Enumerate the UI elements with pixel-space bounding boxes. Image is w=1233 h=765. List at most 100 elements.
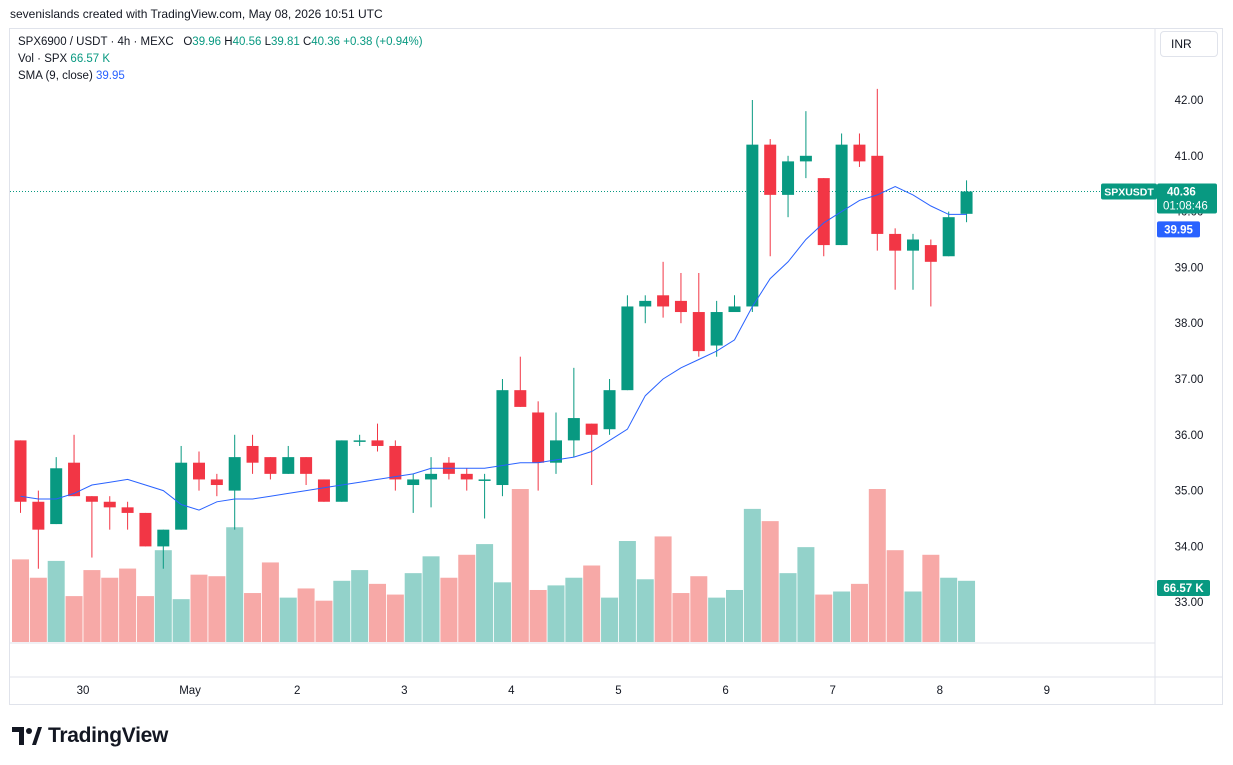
- candle-body: [728, 306, 741, 313]
- volume-bar: [690, 576, 708, 642]
- candle-body: [514, 390, 527, 407]
- candle-body: [692, 312, 705, 352]
- volume-bar: [922, 554, 940, 642]
- y-axis-tick-label: 34.00: [1175, 541, 1204, 553]
- volume-bar: [476, 544, 494, 642]
- volume-bar: [601, 597, 619, 642]
- volume-bar: [190, 574, 208, 642]
- volume-bar: [83, 570, 101, 642]
- candle-body: [175, 462, 188, 530]
- candle-body: [853, 144, 866, 162]
- candle-body: [621, 306, 634, 391]
- chart-legend: SPX6900 / USDT · 4h · MEXC O39.96 H40.56…: [18, 34, 423, 85]
- candle-body: [567, 418, 580, 441]
- symbol-tag: [1101, 183, 1157, 200]
- volume-bar: [940, 577, 958, 642]
- volume-bar: [65, 596, 83, 642]
- legend-close-value: 40.36: [311, 36, 341, 48]
- candle-body: [32, 501, 45, 530]
- y-axis-tick-label: 36.00: [1175, 430, 1204, 442]
- volume-bar: [244, 593, 262, 642]
- candle-body: [799, 155, 812, 162]
- legend-open-value: 39.96: [192, 36, 222, 48]
- candle-body: [353, 440, 366, 442]
- volume-bar: [297, 588, 315, 642]
- legend-sma-value: 39.95: [95, 70, 125, 82]
- symbol-tag-text: SPXUSDT: [1104, 187, 1154, 199]
- volume-bar: [333, 580, 351, 642]
- tradingview-mark-icon: [12, 727, 42, 745]
- candle-body: [710, 312, 723, 346]
- candle-body: [103, 501, 116, 508]
- volume-bar: [101, 577, 119, 642]
- candle-body: [942, 217, 955, 257]
- candle-body: [282, 457, 295, 474]
- price-badge-countdown: 01:08:46: [1163, 201, 1208, 213]
- x-axis-tick-label: 6: [722, 685, 728, 697]
- volume-bar: [850, 583, 868, 642]
- candle-body: [657, 295, 670, 307]
- candle-body: [300, 457, 313, 474]
- candle-body: [478, 479, 491, 481]
- legend-sma-label[interactable]: SMA (9, close): [18, 70, 93, 82]
- y-axis-tick-label: 37.00: [1175, 374, 1204, 386]
- volume-bar: [761, 521, 779, 642]
- candle-body: [496, 390, 509, 486]
- legend-change: +0.38 (+0.94%): [343, 36, 423, 48]
- volume-bar: [119, 568, 137, 642]
- chart-credit: sevenislands created with TradingView.co…: [10, 7, 383, 21]
- x-axis-tick-label: 3: [401, 685, 407, 697]
- legend-low-label: L: [264, 36, 271, 48]
- candle-body: [746, 144, 759, 307]
- volume-bar: [565, 577, 583, 642]
- legend-high-label: H: [224, 36, 233, 48]
- volume-bar: [47, 560, 65, 642]
- volume-bar: [672, 593, 690, 642]
- y-axis-tick-label: 35.00: [1175, 486, 1204, 498]
- x-axis-tick-label: May: [179, 685, 201, 697]
- x-axis-tick-label: 4: [508, 685, 515, 697]
- volume-bar: [351, 570, 369, 642]
- candle-body: [603, 390, 616, 430]
- volume-bar: [386, 594, 404, 642]
- volume-bar: [154, 550, 172, 642]
- volume-bar: [583, 565, 601, 642]
- legend-volume-label[interactable]: Vol · SPX: [18, 53, 68, 65]
- volume-bar: [136, 596, 154, 642]
- volume-bar: [868, 489, 886, 642]
- chart-frame: [9, 28, 1223, 705]
- y-axis-tick-label: 33.00: [1175, 597, 1204, 609]
- legend-symbol[interactable]: SPX6900 / USDT · 4h · MEXC: [18, 36, 174, 48]
- volume-bar: [404, 573, 422, 642]
- candle-body: [210, 479, 223, 486]
- volume-bar: [208, 576, 226, 642]
- candle-body: [907, 239, 919, 251]
- volume-bar: [743, 508, 761, 642]
- candle-body: [317, 479, 330, 502]
- candle-body: [157, 529, 170, 547]
- candle-body: [264, 457, 277, 474]
- candle-body: [550, 440, 562, 463]
- candle-body: [764, 144, 777, 195]
- legend-open-label: O: [183, 36, 193, 48]
- volume-badge-value: 66.57 K: [1163, 583, 1204, 595]
- volume-bar: [226, 527, 244, 642]
- y-axis-tick-label: 38.00: [1175, 318, 1204, 330]
- sma-badge-value: 39.95: [1164, 224, 1193, 236]
- volume-bar: [422, 556, 440, 642]
- tradingview-wordmark: TradingView: [48, 724, 169, 747]
- candle-body: [782, 161, 795, 195]
- volume-bar: [833, 591, 851, 642]
- volume-bar: [12, 559, 29, 642]
- price-badge-value: 40.36: [1167, 187, 1196, 199]
- volume-bar: [815, 594, 833, 642]
- candle-body: [335, 440, 348, 502]
- volume-bar: [511, 489, 529, 642]
- legend-close-label: C: [302, 36, 312, 48]
- volume-bar: [279, 597, 297, 642]
- currency-button[interactable]: INR: [1160, 31, 1218, 57]
- candle-body: [14, 440, 27, 502]
- volume-bar: [779, 573, 797, 642]
- volume-bar: [458, 554, 476, 642]
